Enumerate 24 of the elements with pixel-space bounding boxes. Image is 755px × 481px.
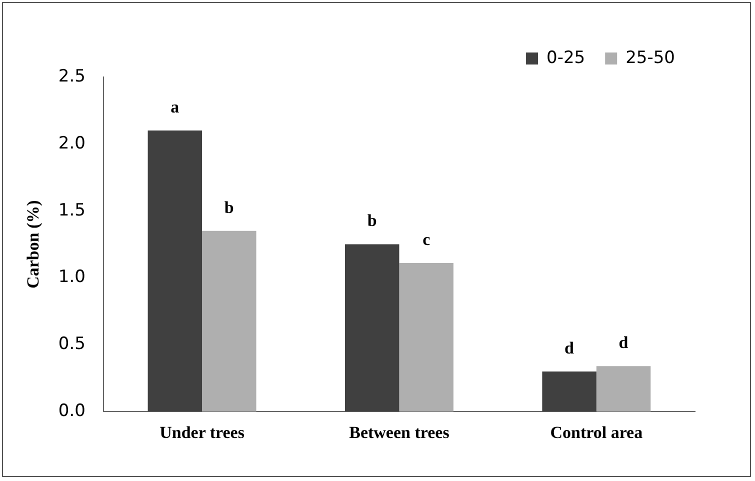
y-tick-label: 0.5 [58,334,86,354]
annotation: d [564,338,575,358]
x-tick-label: Control area [550,423,644,442]
bar [202,230,256,412]
bar [542,371,596,412]
annotation: c [422,230,431,249]
annotation: d [618,332,629,352]
y-tick-label: 2.0 [58,133,86,154]
annotation: a [170,97,180,116]
annotation: b [224,198,234,217]
bar [399,263,454,412]
y-tick-label: 2.5 [58,66,86,86]
x-tick-label: Between trees [349,423,450,442]
bar [596,366,651,412]
bar [148,130,202,412]
legend-label: 0-25 [546,48,586,68]
x-tick-label: Under trees [160,423,245,442]
y-tick-label: 1.5 [58,200,86,220]
bar [344,244,400,412]
legend-label: 25-50 [626,48,676,68]
annotation: b [367,211,377,230]
y-axis-title: Carbon (%) [24,200,43,288]
y-tick-label: 0.0 [58,401,86,422]
y-tick-label: 1.0 [58,267,86,288]
